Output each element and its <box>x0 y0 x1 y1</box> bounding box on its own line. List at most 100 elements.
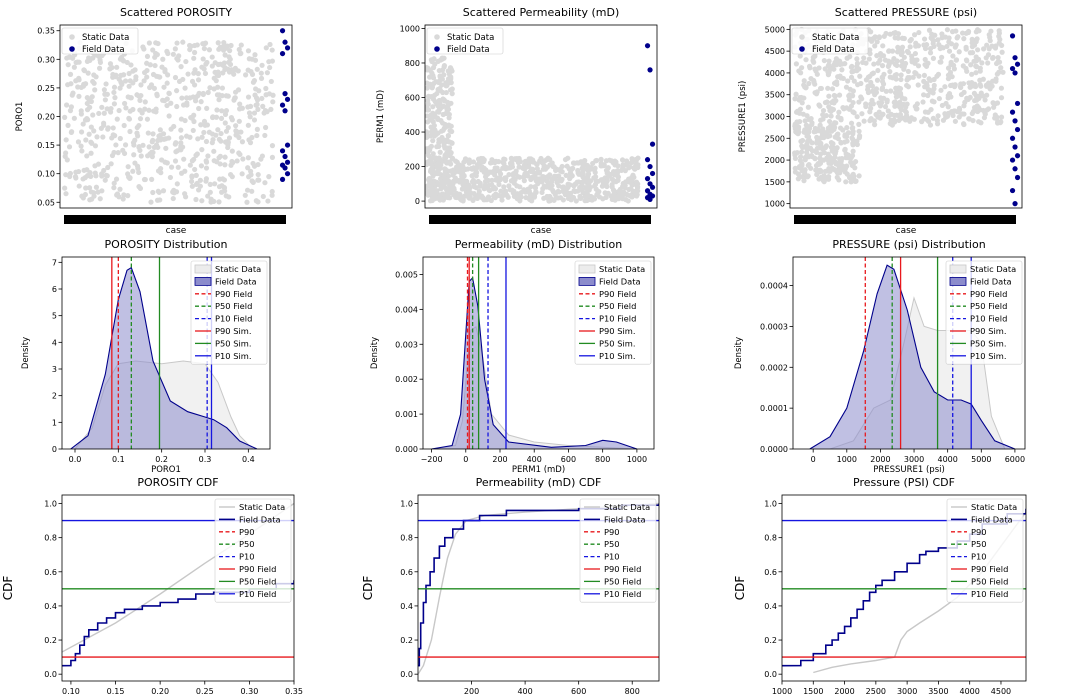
static-point <box>547 198 553 204</box>
static-point <box>268 106 274 112</box>
static-point <box>802 170 808 177</box>
static-point <box>245 122 251 128</box>
static-point <box>999 49 1005 55</box>
static-point <box>836 163 842 169</box>
ytick-label: 1.0 <box>44 500 57 509</box>
static-point <box>877 57 883 63</box>
static-point <box>578 159 584 165</box>
field-point <box>1014 153 1021 159</box>
static-point <box>154 51 160 58</box>
static-point <box>426 153 432 159</box>
static-point <box>122 100 128 107</box>
static-point <box>812 155 818 161</box>
ytick-label: 0.4 <box>764 602 777 611</box>
static-point <box>245 48 252 54</box>
static-point <box>624 192 630 198</box>
legend-box <box>946 498 1024 603</box>
legend-label: P90 Sim. <box>215 326 252 336</box>
static-point <box>867 109 873 115</box>
static-point <box>605 190 611 196</box>
static-point <box>842 133 848 139</box>
static-point <box>171 190 177 196</box>
static-point <box>266 59 272 65</box>
static-point <box>120 147 126 153</box>
xtick-label-block <box>429 215 651 224</box>
static-point <box>246 56 252 62</box>
static-point <box>193 172 199 178</box>
static-point <box>65 82 71 88</box>
static-point <box>969 50 976 56</box>
static-point <box>968 62 974 68</box>
static-point <box>260 193 266 200</box>
static-point <box>109 152 116 159</box>
static-point <box>886 48 892 54</box>
static-point <box>999 42 1005 49</box>
static-point <box>253 95 260 101</box>
field-point <box>1012 144 1018 150</box>
static-point <box>795 176 801 182</box>
static-point <box>821 150 827 156</box>
static-point <box>137 116 144 122</box>
ytick-label: 3 <box>52 365 57 374</box>
static-point <box>82 191 89 198</box>
static-point <box>161 84 167 90</box>
static-point <box>591 196 598 202</box>
static-point <box>185 71 191 77</box>
static-point <box>425 119 431 125</box>
static-point <box>425 185 429 191</box>
legend-label: P90 Sim. <box>599 326 636 336</box>
static-point <box>849 69 855 75</box>
static-point <box>157 74 163 80</box>
static-point <box>199 64 205 70</box>
static-point <box>450 172 456 178</box>
static-point <box>235 87 242 93</box>
static-point <box>527 197 533 203</box>
static-point <box>854 60 861 66</box>
static-point <box>972 83 979 90</box>
static-point <box>441 55 447 61</box>
field-point <box>647 196 653 202</box>
static-point <box>203 158 209 164</box>
static-point <box>462 156 469 162</box>
static-point <box>141 78 147 84</box>
static-point <box>938 87 944 93</box>
static-point <box>437 192 443 199</box>
static-point <box>88 173 94 179</box>
static-point <box>174 88 180 94</box>
static-point <box>234 158 240 164</box>
xtick-label: 0.30 <box>240 687 258 696</box>
static-point <box>190 127 196 134</box>
static-point <box>86 131 92 137</box>
static-point <box>229 158 235 165</box>
y-axis-label: PORO1 <box>15 102 25 132</box>
static-point <box>815 126 821 132</box>
legend-label: Field Data <box>82 45 125 55</box>
static-point <box>266 174 272 180</box>
static-point <box>515 156 521 162</box>
static-point <box>76 93 82 99</box>
static-point <box>858 80 864 87</box>
field-point <box>284 171 291 177</box>
static-point <box>813 149 820 155</box>
static-point <box>118 72 124 78</box>
static-point <box>427 198 434 204</box>
static-point <box>226 194 232 200</box>
static-point <box>797 154 804 160</box>
static-point <box>198 163 205 169</box>
static-point <box>562 156 569 163</box>
static-point <box>183 194 189 200</box>
static-point <box>170 51 176 57</box>
static-point <box>166 90 172 96</box>
static-point <box>179 95 185 101</box>
ytick-label: 4000 <box>765 69 785 78</box>
static-point <box>844 55 850 61</box>
static-point <box>439 82 445 88</box>
static-point <box>809 148 815 154</box>
static-point <box>83 185 89 191</box>
static-point <box>887 31 893 37</box>
static-point <box>834 174 840 180</box>
xtick-label: 3500 <box>928 687 948 696</box>
static-point <box>120 196 126 202</box>
axes-frame <box>424 24 658 209</box>
legend-label: Field Data <box>239 514 281 524</box>
